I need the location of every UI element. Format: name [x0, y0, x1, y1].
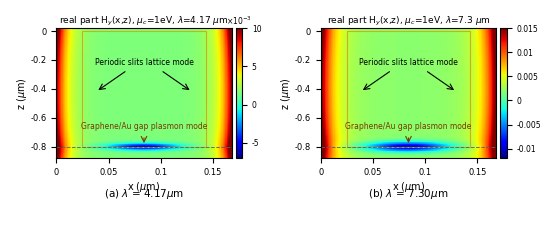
Text: Periodic slits lattice mode: Periodic slits lattice mode	[359, 58, 458, 67]
Title: real part H$_y$(x,z), $\mu_c$=1eV, $\lambda$=4.17 $\mu$m: real part H$_y$(x,z), $\mu_c$=1eV, $\lam…	[59, 15, 229, 28]
Title: real part H$_y$(x,z), $\mu_c$=1eV, $\lambda$=7.3 $\mu$m: real part H$_y$(x,z), $\mu_c$=1eV, $\lam…	[326, 15, 490, 28]
X-axis label: x ($\mu$m): x ($\mu$m)	[127, 180, 160, 194]
Bar	[347, 31, 470, 147]
Title: ×10$^{-3}$: ×10$^{-3}$	[226, 15, 252, 28]
Text: (a) $\lambda$ = 4.17$\mu$m: (a) $\lambda$ = 4.17$\mu$m	[104, 187, 184, 201]
Y-axis label: z ($\mu$m): z ($\mu$m)	[280, 77, 293, 110]
Bar	[82, 31, 206, 147]
X-axis label: x ($\mu$m): x ($\mu$m)	[392, 180, 425, 194]
Text: Graphene/Au gap plasmon mode: Graphene/Au gap plasmon mode	[345, 122, 472, 131]
Text: Periodic slits lattice mode: Periodic slits lattice mode	[94, 58, 193, 67]
Text: Graphene/Au gap plasmon mode: Graphene/Au gap plasmon mode	[81, 122, 207, 131]
Y-axis label: z ($\mu$m): z ($\mu$m)	[15, 77, 29, 110]
Text: (b) $\lambda$ = 7.30$\mu$m: (b) $\lambda$ = 7.30$\mu$m	[368, 187, 449, 201]
